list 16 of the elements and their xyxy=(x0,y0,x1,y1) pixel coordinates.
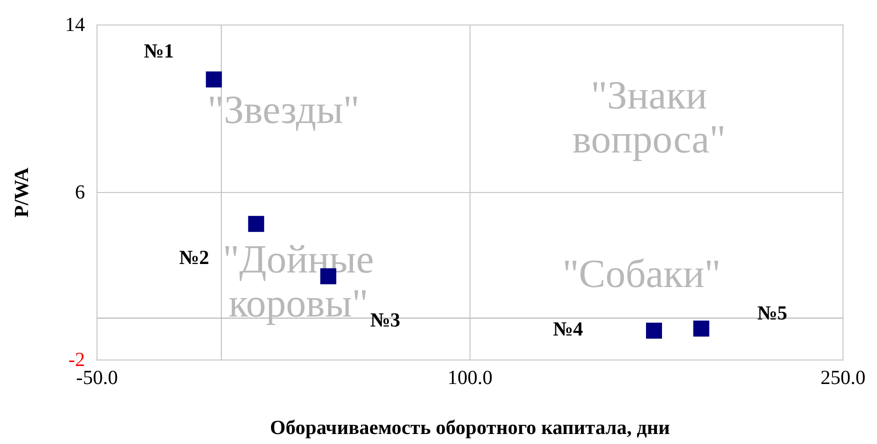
y-tick-label: 6 xyxy=(75,182,85,204)
y-axis-title: P/WA xyxy=(11,166,33,218)
annotation: "Собаки" xyxy=(562,250,721,296)
x-tick-label: 250.0 xyxy=(820,367,866,389)
point xyxy=(206,71,222,88)
x-axis-title: Оборачиваемость оборотного капитала, дни xyxy=(270,417,670,439)
annotation: №5 xyxy=(757,302,788,325)
annotation: №4 xyxy=(552,318,584,341)
annotation: "Знаки вопроса" xyxy=(572,72,726,161)
y-tick-label: 14 xyxy=(65,14,85,36)
point xyxy=(646,322,662,339)
annotation: №2 xyxy=(179,246,210,269)
point xyxy=(693,320,710,337)
point xyxy=(248,216,264,232)
x-tick-label: 100.0 xyxy=(448,367,492,389)
annotation: №1 xyxy=(144,40,174,62)
